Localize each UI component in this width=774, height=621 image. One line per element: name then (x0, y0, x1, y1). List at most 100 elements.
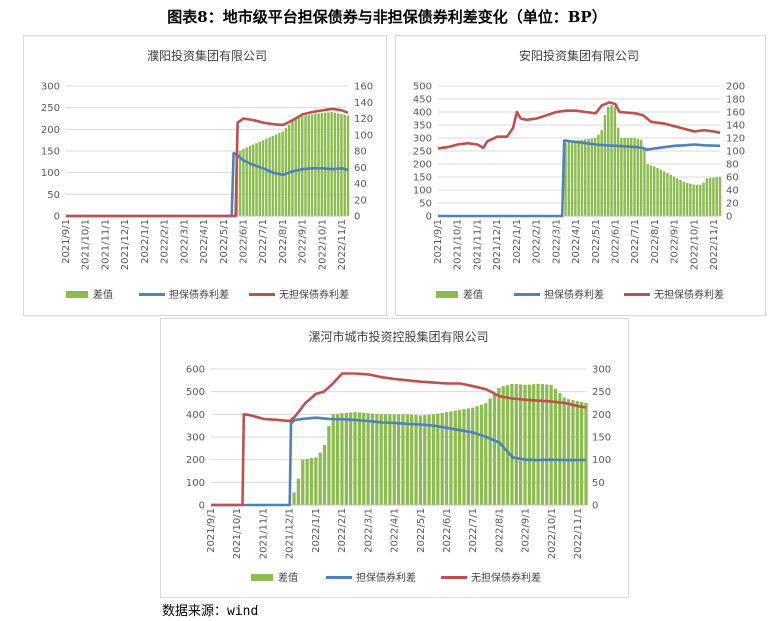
spread-bar (401, 414, 405, 505)
y-right-tick-label: 0 (726, 212, 732, 223)
legend-label: 担保债券利差 (169, 288, 229, 301)
spread-bar (689, 183, 692, 216)
x-tick-label: 2022/6/1 (610, 219, 621, 264)
spread-bar (388, 414, 392, 505)
spread-bar (255, 143, 258, 216)
spread-bar (545, 384, 549, 505)
x-tick-label: 2022/11/1 (337, 219, 348, 270)
spread-bar (322, 445, 327, 505)
spread-bar (362, 412, 366, 505)
x-tick-label: 2022/11/1 (709, 219, 720, 270)
y-right-tick-label: 100 (354, 130, 373, 141)
chart-panel-luohe: 漯河市城市投资控股集团有限公司 0 100 200 300 400 500 600 0 50 100… (160, 318, 629, 598)
spread-bar (340, 413, 344, 505)
spread-bar (301, 459, 305, 505)
spread-bar (580, 402, 584, 505)
spread-bar (427, 414, 431, 505)
spread-bar (676, 178, 679, 216)
spread-bar (649, 165, 653, 216)
y-right-tick-label: 150 (592, 433, 611, 444)
y-left-tick-label: 50 (419, 199, 432, 210)
y-left-tick-label: 450 (413, 95, 432, 106)
spread-bar (265, 138, 268, 216)
spread-bar (666, 173, 669, 216)
spread-bar (343, 114, 346, 216)
spread-bar (405, 414, 409, 505)
x-tick-label: 2022/4/1 (390, 508, 401, 553)
x-tick-label: 2021/12/1 (492, 219, 503, 270)
spread-bar (466, 408, 470, 505)
x-tick-label: 2022/3/1 (363, 508, 374, 553)
x-tick-label: 2022/4/1 (199, 219, 210, 264)
spread-bar (292, 492, 296, 505)
legend-label: 差值 (463, 288, 483, 301)
legend-label: 差值 (93, 288, 113, 301)
spread-bar (603, 115, 607, 216)
chart-title: 濮阳投资集团有限公司 (147, 48, 267, 63)
spread-bar (705, 178, 709, 216)
y-left-tick-label: 300 (413, 134, 432, 145)
spread-bar (656, 167, 659, 216)
spread-bar (258, 141, 261, 216)
spread-bar (715, 177, 718, 216)
x-tick-label: 2022/6/1 (238, 219, 249, 264)
spread-bar (702, 182, 705, 216)
legend-swatch-spread (436, 291, 458, 298)
y-left-tick-label: 150 (413, 173, 432, 184)
chart-puyang: 濮阳投资集团有限公司 0 50 100 150 200 250 300 0 20 40 60 80 100… (41, 48, 373, 301)
spread-bar (492, 393, 497, 505)
spread-bar (484, 403, 488, 505)
spread-bar (653, 166, 656, 216)
spread-bar (271, 135, 275, 216)
spread-bar (453, 410, 457, 505)
spread-bar (584, 139, 587, 216)
spread-bar (553, 388, 558, 505)
legend-label: 担保债券利差 (544, 288, 604, 301)
spread-bar (571, 400, 575, 505)
x-tick-label: 2022/1/1 (311, 508, 322, 553)
y-right-tick-label: 100 (592, 455, 611, 466)
spread-bar (301, 116, 304, 216)
x-tick-label: 2021/10/1 (81, 219, 92, 270)
y-left-tick-label: 300 (186, 433, 205, 444)
x-tick-label: 2022/4/1 (571, 219, 582, 264)
spread-bar (462, 409, 466, 505)
spread-bar (318, 452, 322, 505)
spread-bar (497, 387, 501, 505)
y-right-tick-label: 0 (354, 212, 360, 223)
spread-bar (527, 384, 531, 505)
chart-anyang: 安阳投资集团有限公司050100150200250300350400450500… (413, 48, 745, 301)
spread-bar (593, 138, 597, 216)
x-tick-label: 2022/1/1 (512, 219, 523, 264)
x-tick-label: 2022/7/1 (468, 508, 479, 553)
spread-bar (659, 169, 663, 216)
spread-bar (597, 134, 600, 216)
spread-bar (692, 184, 695, 216)
spread-bar (471, 407, 475, 505)
source-note: 数据来源：wind (162, 604, 259, 619)
x-tick-label: 2022/5/1 (416, 508, 427, 553)
spread-bar (566, 399, 571, 505)
legend-swatch-spread (66, 291, 88, 298)
x-tick-label: 2022/2/1 (160, 219, 171, 264)
spread-bar (505, 385, 510, 505)
x-tick-label: 2022/3/1 (551, 219, 562, 264)
spread-bar (488, 398, 492, 505)
spread-bar (297, 117, 301, 216)
spread-bar (646, 164, 649, 216)
x-tick-label: 2022/8/1 (278, 219, 289, 264)
spread-bar (370, 413, 375, 505)
y-left-tick-label: 100 (41, 168, 60, 179)
x-tick-label: 2022/3/1 (179, 219, 190, 264)
spread-bar (268, 137, 271, 216)
x-tick-label: 2021/10/1 (232, 508, 243, 559)
x-tick-label: 2021/11/1 (100, 219, 111, 270)
spread-bar (357, 412, 362, 505)
spread-bar (587, 138, 590, 216)
y-right-tick-label: 140 (354, 98, 373, 109)
x-tick-label: 2022/2/1 (337, 508, 348, 553)
spread-bar (248, 145, 252, 216)
spread-bar (444, 412, 449, 505)
spread-bar (436, 413, 440, 505)
spread-bar (616, 127, 620, 216)
